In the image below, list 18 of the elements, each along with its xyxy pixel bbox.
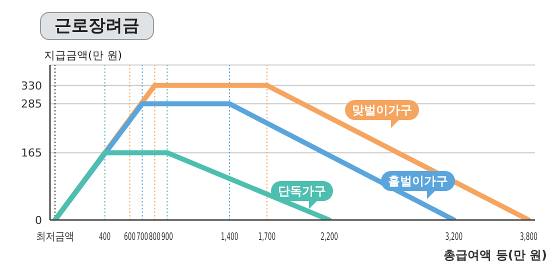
x-tick-label: 최저금액 (36, 230, 74, 244)
x-axis-title: 총급여액 등(만 원) (444, 247, 547, 264)
chart-title: 근로장려금 (40, 12, 154, 40)
x-tick-label: 3,800 (520, 231, 538, 244)
y-tick-label: 0 (35, 214, 42, 227)
y-tick-label: 330 (21, 79, 42, 92)
y-tick-label: 165 (21, 146, 42, 160)
x-tick-label: 2,200 (320, 231, 338, 244)
x-tick-label: 1,700 (258, 231, 276, 244)
x-tick-label: 800 (148, 231, 161, 244)
y-axis-title: 지급금액(만 원) (44, 48, 122, 63)
x-tick-label: 600 (124, 231, 136, 244)
x-tick-label: 900 (161, 231, 174, 244)
x-tick-label: 3,200 (445, 231, 463, 244)
x-tick-label: 1,400 (220, 231, 238, 244)
x-tick-label: 400 (99, 231, 111, 244)
y-tick-label: 285 (21, 98, 42, 111)
x-tick-label: 700 (136, 231, 148, 244)
